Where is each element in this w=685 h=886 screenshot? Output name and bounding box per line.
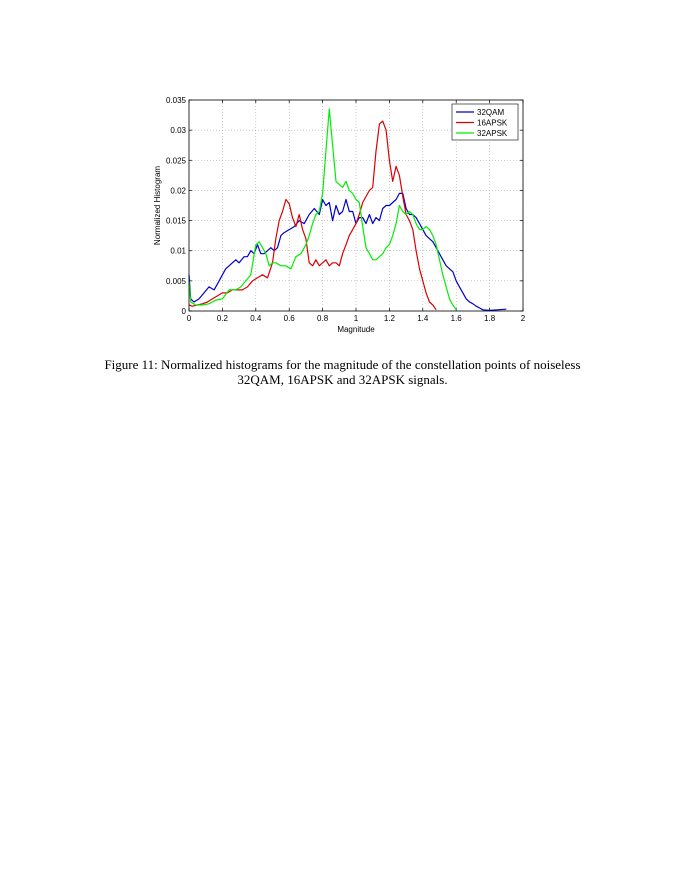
histogram-chart: 0 0.2 0.4 0.6 0.8 1 1.2 1.4 1.6 1.8 2 0 0.005 0.01 0.… (153, 96, 526, 334)
x-tick-label: 0.8 (317, 314, 329, 323)
x-tick-label: 1.6 (451, 314, 463, 323)
caption-line-2: 32QAM, 16APSK and 32APSK signals. (237, 372, 448, 387)
y-axis-label: Normalized Histogram (153, 166, 162, 245)
x-axis-label: Magnitude (337, 325, 375, 334)
y-tick-label: 0.01 (170, 247, 186, 256)
legend-label: 32APSK (477, 129, 508, 138)
y-tick-labels: 0 0.005 0.01 0.015 0.02 0.025 0.03 0.035 (166, 96, 187, 316)
x-tick-label: 1.4 (417, 314, 429, 323)
x-tick-label: 1.2 (384, 314, 396, 323)
y-tick-label: 0.025 (166, 156, 187, 165)
x-tick-label: 1 (354, 314, 359, 323)
y-tick-label: 0.03 (170, 126, 186, 135)
y-tick-label: 0.015 (166, 217, 187, 226)
series-lines (188, 108, 507, 311)
series-line-16apsk (188, 120, 437, 311)
caption-line-1: Figure 11: Normalized histograms for the… (104, 357, 581, 372)
x-tick-labels: 0 0.2 0.4 0.6 0.8 1 1.2 1.4 1.6 1.8 2 (187, 314, 526, 323)
y-tick-label: 0.005 (166, 277, 187, 286)
y-tick-label: 0.035 (166, 96, 187, 105)
x-tick-label: 1.8 (484, 314, 496, 323)
legend-label: 32QAM (477, 108, 504, 117)
x-tick-label: 0.4 (250, 314, 262, 323)
y-tick-label: 0.02 (170, 186, 186, 195)
x-tick-label: 0 (187, 314, 192, 323)
plot-frame (188, 99, 524, 312)
series-line-32apsk (188, 108, 457, 311)
legend-label: 16APSK (477, 119, 508, 128)
x-tick-label: 0.2 (217, 314, 229, 323)
y-tick-label: 0 (182, 307, 187, 316)
figure-caption: Figure 11: Normalized histograms for the… (60, 357, 625, 387)
series-line-32qam (188, 192, 507, 311)
x-tick-label: 0.6 (284, 314, 296, 323)
x-tick-label: 2 (521, 314, 526, 323)
